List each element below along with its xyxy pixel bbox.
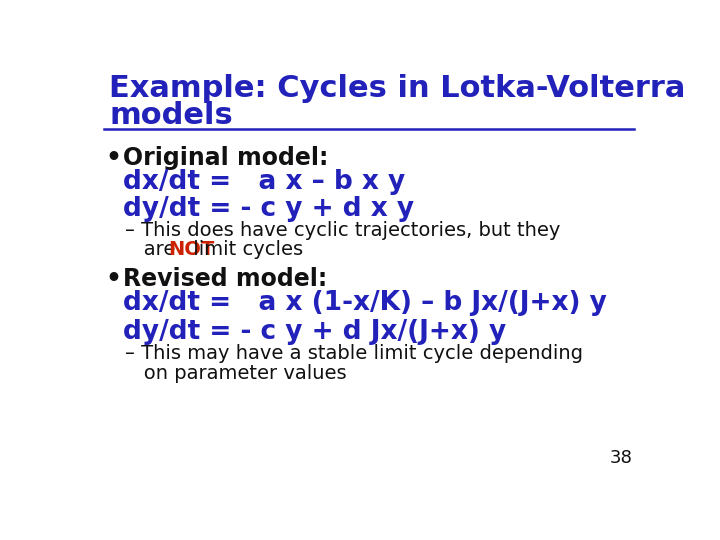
Text: •: •	[106, 146, 122, 170]
Text: on parameter values: on parameter values	[125, 363, 346, 382]
Text: are: are	[125, 240, 181, 259]
Text: limit cycles: limit cycles	[186, 240, 303, 259]
Text: •: •	[106, 267, 122, 291]
Text: dx/dt =   a x – b x y: dx/dt = a x – b x y	[122, 169, 405, 195]
Text: Example: Cycles in Lotka-Volterra: Example: Cycles in Lotka-Volterra	[109, 74, 685, 103]
Text: Original model:: Original model:	[122, 146, 328, 170]
Text: NOT: NOT	[168, 240, 215, 259]
Text: Revised model:: Revised model:	[122, 267, 327, 291]
Text: 38: 38	[610, 449, 632, 467]
Text: – This may have a stable limit cycle depending: – This may have a stable limit cycle dep…	[125, 345, 583, 363]
Text: dx/dt =   a x (1-x/K) – b Jx/(J+x) y: dx/dt = a x (1-x/K) – b Jx/(J+x) y	[122, 291, 606, 316]
Text: dy/dt = - c y + d Jx/(J+x) y: dy/dt = - c y + d Jx/(J+x) y	[122, 319, 505, 345]
Text: models: models	[109, 101, 233, 130]
Text: dy/dt = - c y + d x y: dy/dt = - c y + d x y	[122, 195, 414, 222]
Text: – This does have cyclic trajectories, but they: – This does have cyclic trajectories, bu…	[125, 221, 560, 240]
